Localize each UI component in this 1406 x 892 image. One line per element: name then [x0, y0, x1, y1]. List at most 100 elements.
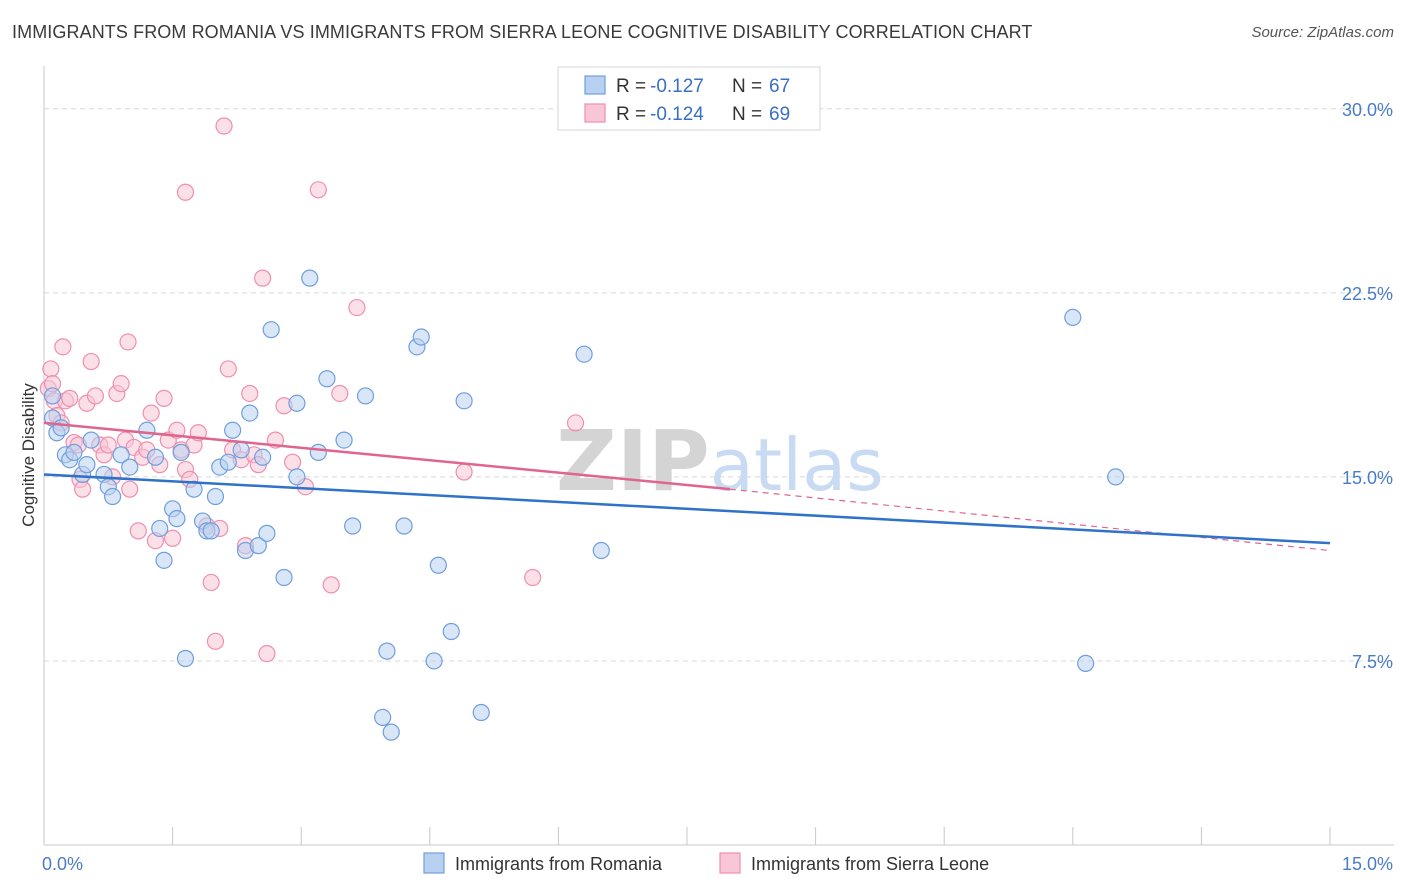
- trend-romania: [43, 473, 1331, 545]
- point-sierra-leone-43: [206, 632, 225, 650]
- point-romania-26: [202, 522, 220, 540]
- point-romania-35: [254, 448, 272, 466]
- point-sierra-leone-42: [202, 573, 220, 592]
- tick-labels: 7.5% 15.0% 22.5% 30.0% 0.0% 15.0%: [42, 100, 1393, 874]
- axes: [43, 66, 1394, 846]
- series-romania: [43, 269, 1125, 741]
- point-sierra-leone-24: [121, 480, 139, 498]
- bottom-legend-swatch-romania: [423, 852, 445, 874]
- bottom-legend-label-sierra-leone: Immigrants from Sierra Leone: [751, 854, 989, 874]
- y-tick-label-1: 15.0%: [1342, 468, 1393, 488]
- legend-n-value-sierra-leone: 69: [769, 104, 790, 125]
- point-sierra-leone-66: [176, 183, 195, 201]
- point-romania-59: [592, 541, 610, 560]
- point-sierra-leone-64: [524, 568, 542, 587]
- legend-n-label-romania: N =: [732, 76, 762, 97]
- grid: [44, 108, 1394, 662]
- point-sierra-leone-23: [119, 333, 137, 351]
- point-romania-0: [43, 387, 62, 405]
- point-sierra-leone-57: [284, 453, 302, 471]
- y-tick-label-2: 22.5%: [1342, 284, 1393, 304]
- trend-sierra-leone-dashed: [729, 488, 1331, 552]
- point-sierra-leone-46: [219, 360, 237, 378]
- bottom-legend-swatch-sierra-leone: [719, 852, 741, 874]
- point-romania-54: [429, 556, 447, 574]
- point-romania-18: [155, 551, 173, 569]
- legend-r-label-romania: R =: [616, 76, 646, 97]
- point-romania-37: [262, 321, 280, 339]
- legend-swatch-sierra-leone: [584, 103, 606, 123]
- point-sierra-leone-32: [155, 389, 173, 407]
- y-axis-label: Cognitive Disability: [19, 383, 38, 527]
- legend-n-label-sierra-leone: N =: [732, 104, 762, 125]
- point-romania-29: [219, 453, 237, 471]
- x-tick-label-0: 0.0%: [42, 854, 83, 874]
- bottom-legend: Immigrants from Romania Immigrants from …: [423, 852, 989, 874]
- point-romania-30: [224, 421, 242, 439]
- watermark-atlas: atlas: [710, 423, 884, 507]
- watermark: ZIPatlas: [556, 412, 884, 510]
- trend-lines: [43, 421, 1331, 552]
- point-romania-52: [412, 328, 430, 346]
- point-romania-21: [172, 443, 190, 461]
- point-romania-53: [425, 652, 443, 670]
- point-romania-22: [176, 649, 195, 668]
- point-romania-58: [575, 345, 593, 363]
- legend-r-value-romania: -0.127: [650, 76, 704, 97]
- point-romania-40: [288, 468, 306, 486]
- point-romania-17: [151, 519, 169, 538]
- legend-n-value-romania: 67: [769, 76, 790, 97]
- point-sierra-leone-34: [164, 529, 182, 547]
- point-sierra-leone-53: [254, 269, 272, 287]
- point-romania-14: [121, 458, 139, 476]
- point-romania-62: [1107, 468, 1125, 486]
- point-sierra-leone-15: [86, 387, 105, 405]
- point-romania-31: [232, 441, 250, 459]
- point-sierra-leone-8: [61, 389, 79, 407]
- source-label: Source: ZipAtlas.com: [1251, 24, 1394, 41]
- point-romania-44: [335, 431, 353, 449]
- point-romania-45: [344, 517, 362, 535]
- point-romania-50: [395, 517, 413, 535]
- point-romania-56: [455, 392, 473, 410]
- point-sierra-leone-65: [566, 414, 585, 432]
- point-romania-49: [382, 723, 400, 741]
- point-romania-46: [356, 387, 375, 405]
- point-romania-33: [241, 404, 259, 422]
- point-sierra-leone-12: [73, 480, 92, 498]
- point-romania-36: [258, 524, 276, 542]
- point-sierra-leone-1: [42, 360, 60, 378]
- series-sierra-leone: [39, 117, 585, 663]
- legend-r-label-sierra-leone: R =: [616, 104, 646, 125]
- point-romania-61: [1077, 654, 1095, 673]
- point-romania-20: [168, 510, 186, 528]
- point-romania-23: [185, 480, 203, 498]
- point-sierra-leone-26: [129, 522, 147, 540]
- point-romania-55: [442, 622, 460, 641]
- point-sierra-leone-14: [82, 352, 100, 371]
- point-romania-39: [288, 394, 306, 412]
- legend-r-value-sierra-leone: -0.124: [650, 104, 704, 125]
- point-sierra-leone-54: [258, 644, 276, 663]
- point-romania-15: [138, 421, 156, 439]
- point-romania-34: [249, 537, 267, 555]
- point-sierra-leone-21: [112, 375, 130, 393]
- point-romania-12: [103, 487, 122, 506]
- point-sierra-leone-63: [455, 463, 473, 481]
- point-sierra-leone-6: [54, 338, 72, 356]
- point-romania-47: [374, 708, 392, 726]
- top-legend: R = -0.127 N = 67 R = -0.124 N = 69: [557, 66, 821, 131]
- bottom-legend-label-romania: Immigrants from Romania: [455, 854, 663, 874]
- point-romania-43: [318, 370, 336, 388]
- point-sierra-leone-62: [348, 298, 366, 317]
- point-sierra-leone-50: [241, 384, 259, 403]
- point-romania-48: [378, 642, 396, 660]
- point-sierra-leone-61: [331, 384, 349, 403]
- point-romania-60: [1064, 308, 1082, 326]
- point-sierra-leone-60: [322, 576, 340, 594]
- x-tick-label-1: 15.0%: [1342, 854, 1393, 874]
- point-romania-41: [301, 269, 319, 287]
- point-romania-13: [112, 446, 130, 464]
- chart-title: IMMIGRANTS FROM ROMANIA VS IMMIGRANTS FR…: [12, 22, 1033, 42]
